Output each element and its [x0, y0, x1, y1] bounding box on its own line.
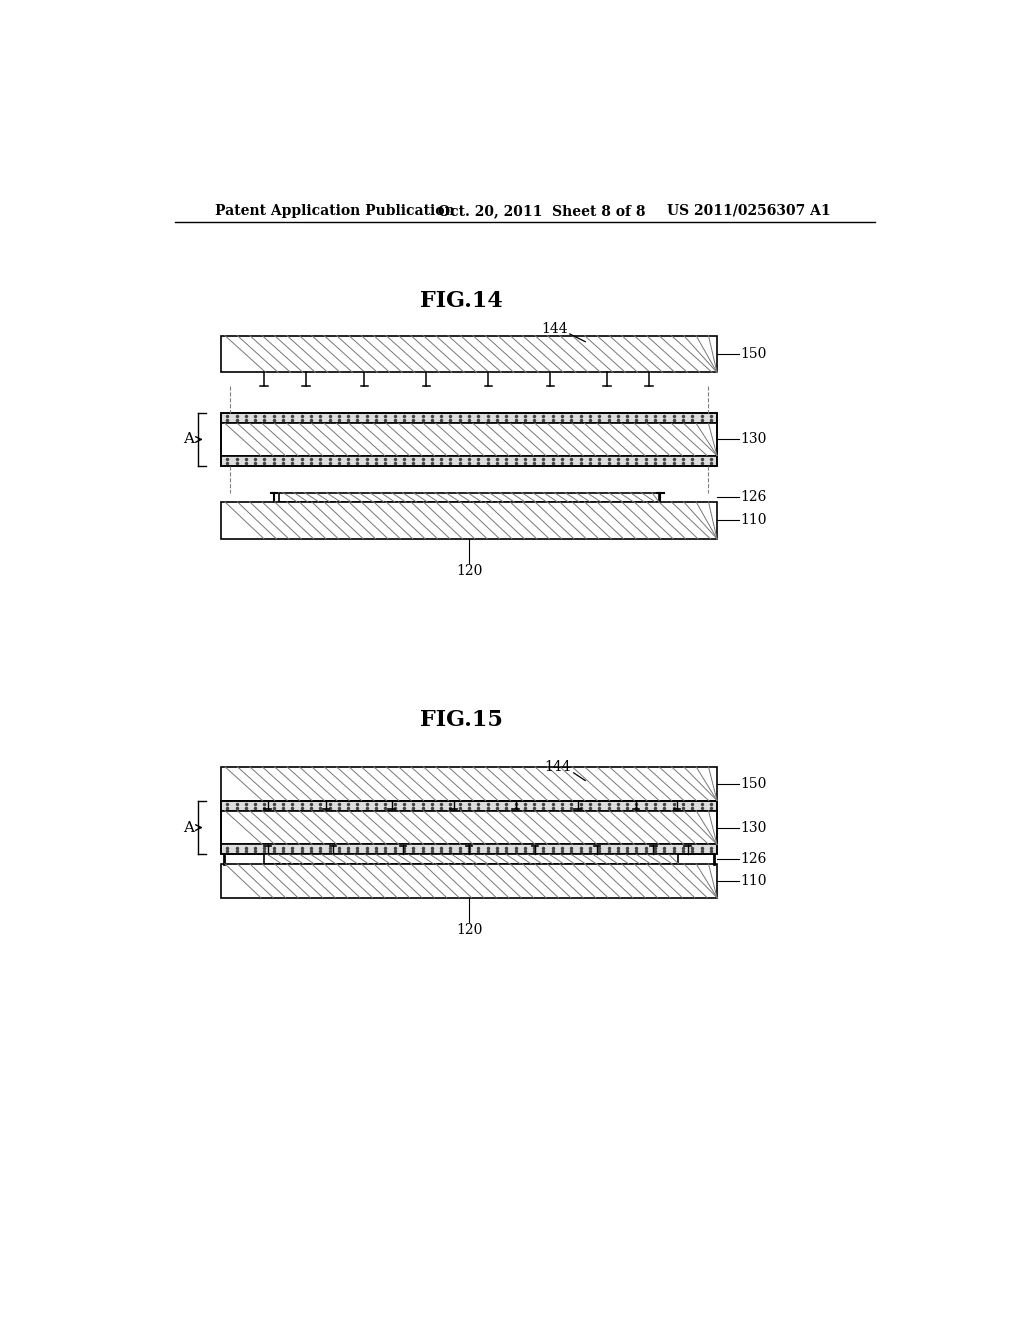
Text: A: A — [183, 821, 194, 834]
Polygon shape — [221, 335, 717, 372]
Polygon shape — [280, 492, 658, 502]
Text: 144: 144 — [545, 760, 571, 775]
Polygon shape — [221, 863, 717, 898]
Text: 150: 150 — [740, 776, 767, 791]
Polygon shape — [221, 502, 717, 539]
Text: 150: 150 — [740, 347, 767, 360]
Polygon shape — [221, 800, 717, 810]
Text: FIG.14: FIG.14 — [420, 290, 503, 312]
Text: Oct. 20, 2011  Sheet 8 of 8: Oct. 20, 2011 Sheet 8 of 8 — [438, 203, 645, 218]
Text: 130: 130 — [740, 821, 767, 834]
Text: 120: 120 — [456, 564, 482, 578]
Text: Patent Application Publication: Patent Application Publication — [215, 203, 455, 218]
Text: FIG.15: FIG.15 — [420, 710, 503, 731]
Text: 120: 120 — [456, 923, 482, 937]
Polygon shape — [221, 413, 717, 424]
Text: 110: 110 — [740, 874, 767, 887]
Text: A: A — [183, 433, 194, 446]
Polygon shape — [221, 455, 717, 466]
Text: 144: 144 — [541, 322, 567, 337]
Text: 110: 110 — [740, 513, 767, 527]
Polygon shape — [221, 845, 717, 854]
Polygon shape — [221, 424, 717, 455]
Text: 126: 126 — [740, 490, 767, 504]
Text: 130: 130 — [740, 433, 767, 446]
Polygon shape — [221, 810, 717, 845]
Polygon shape — [221, 767, 717, 800]
Text: 126: 126 — [740, 853, 767, 866]
Text: US 2011/0256307 A1: US 2011/0256307 A1 — [667, 203, 830, 218]
Polygon shape — [263, 854, 678, 863]
